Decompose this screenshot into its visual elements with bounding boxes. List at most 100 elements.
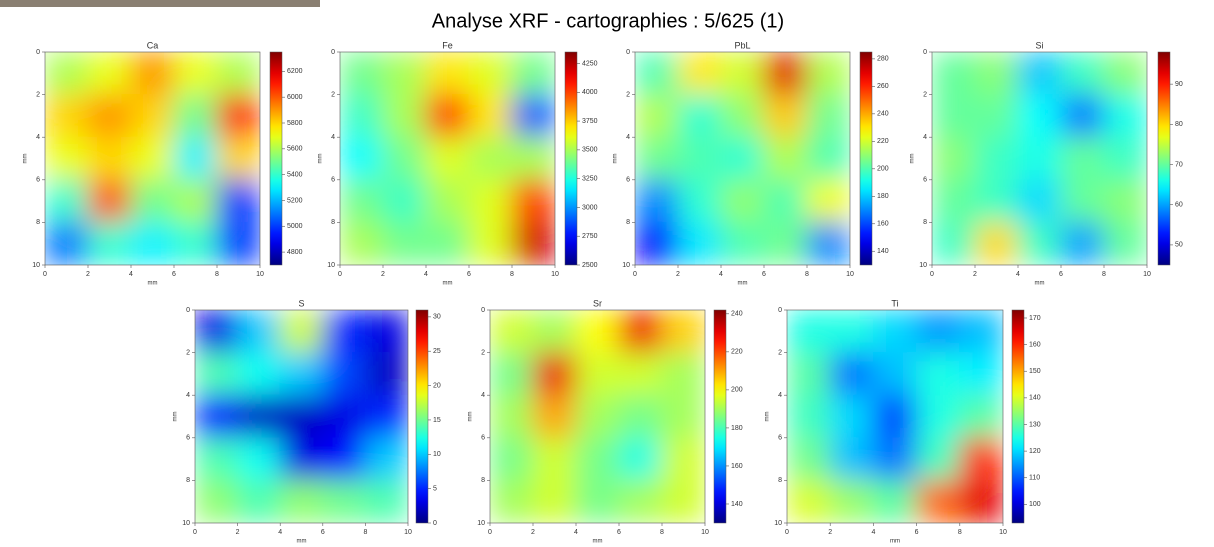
colorbar-tick-label: 5 [433,485,437,492]
heat-cell [1017,221,1062,265]
heat-cell [173,52,218,96]
heat-cell [916,437,961,481]
heat-cell [1103,52,1147,96]
heatmap [195,310,408,523]
heat-cell [340,136,384,181]
colorbar-tick-label: 70 [1175,161,1183,168]
heat-cell [635,221,679,265]
y-tick-label: 0 [778,307,782,314]
heat-cell [763,221,808,265]
x-tick-label: 6 [617,529,621,536]
colorbar-tick-label: 160 [877,221,889,228]
x-tick-label: 6 [467,271,471,278]
x-tick-label: 6 [915,529,919,536]
heat-cell [806,52,850,96]
plot-title: Ca [147,40,159,50]
x-tick-label: 6 [321,529,325,536]
heat-cell [195,479,239,523]
heat-cell [45,94,89,138]
heat-cell [787,479,831,523]
colorbar-tick-label: 30 [433,314,441,321]
heat-cell [130,179,175,223]
heat-cell [216,221,260,265]
y-tick-label: 10 [919,262,927,269]
y-tick-label: 4 [481,392,485,399]
heat-cell [87,136,132,181]
heat-cell [425,179,470,223]
colorbar-tick-label: 130 [1029,421,1041,428]
heat-cell [173,179,218,223]
heat-cell [322,352,366,396]
colorbar-tick-label: 200 [877,166,889,173]
colorbar-tick-label: 3500 [582,147,598,154]
heat-cell [425,94,470,138]
heat-cell [382,136,427,181]
heat-cell [511,94,555,138]
colorbar-tick-label: 5800 [287,120,303,127]
x-tick-label: 10 [551,271,559,278]
heat-cell [216,52,260,96]
x-axis-label: mm [593,539,603,545]
heat-cell [916,310,961,354]
colorbar-tick-label: 220 [877,138,889,145]
heat-cell [829,479,874,523]
colorbar [415,309,429,524]
heat-cell [661,437,705,481]
x-tick-label: 8 [510,271,514,278]
x-axis-label: mm [1035,281,1045,287]
heat-cell [195,310,239,354]
y-tick-label: 8 [36,219,40,226]
x-tick-label: 0 [930,271,934,278]
heat-cell [618,437,663,481]
y-tick-label: 0 [186,307,190,314]
heat-cell [382,94,427,138]
heat-cell [195,394,239,439]
heat-cell [720,94,765,138]
colorbar [1157,51,1171,266]
colorbar-tick-label: 240 [877,111,889,118]
y-tick-label: 8 [626,219,630,226]
heat-cell [829,394,874,439]
heat-cell [45,52,89,96]
heat-cell [87,94,132,138]
colorbar [269,51,283,266]
colorbar-tick-label: 25 [433,348,441,355]
heat-cell [720,221,765,265]
plot-frame [489,309,706,524]
heat-cell [87,179,132,223]
y-axis-label: mm [23,154,29,164]
heat-cell [872,310,918,354]
heat-cell [279,352,324,396]
x-tick-label: 8 [660,529,664,536]
heat-cell [677,179,722,223]
heat-cell [1060,136,1105,181]
y-tick-label: 6 [923,177,927,184]
heat-cell [173,136,218,181]
y-tick-label: 10 [477,520,485,527]
heat-cell [872,479,918,523]
heat-cell [1017,136,1062,181]
y-tick-label: 8 [778,477,782,484]
heat-cell [829,437,874,481]
heat-cell [490,437,534,481]
heat-cell [322,437,366,481]
heat-cell [916,352,961,396]
y-tick-label: 6 [36,177,40,184]
heat-cell [872,352,918,396]
heatmap-cells [45,52,260,265]
colorbar [859,51,873,266]
heat-cell [974,179,1019,223]
heatmap-cells [787,310,1003,523]
y-tick-label: 4 [923,134,927,141]
heat-cell [720,52,765,96]
x-tick-label: 6 [762,271,766,278]
colorbar-tick-label: 140 [877,248,889,255]
heat-cell [468,94,513,138]
heat-cell [511,136,555,181]
heat-cell [677,136,722,181]
x-tick-label: 6 [172,271,176,278]
heat-cell [916,479,961,523]
colorbar-tick-label: 180 [731,425,743,432]
colorbar-tick-label: 80 [1175,121,1183,128]
x-tick-label: 4 [719,271,723,278]
